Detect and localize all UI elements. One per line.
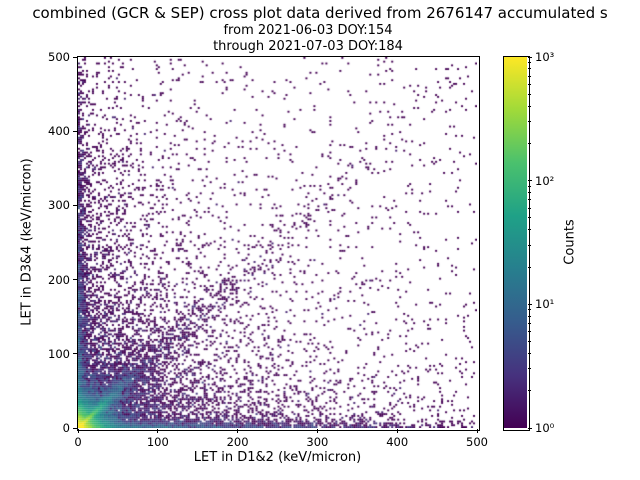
x-tick-label: 0 <box>74 435 82 449</box>
scatter-canvas <box>78 57 477 428</box>
figure-title: combined (GCR & SEP) cross plot data der… <box>32 4 608 22</box>
y-tick-label: 0 <box>62 421 70 435</box>
colorbar-minor-tick-mark <box>528 185 531 187</box>
x-tick-label: 300 <box>306 435 329 449</box>
x-tick-label: 200 <box>226 435 249 449</box>
colorbar-minor-tick-mark <box>528 142 531 144</box>
x-tick-mark <box>316 429 318 433</box>
x-tick-mark <box>396 429 398 433</box>
colorbar-minor-tick-mark <box>528 368 531 370</box>
colorbar-tick-mark <box>528 303 532 305</box>
colorbar-minor-tick-mark <box>528 207 531 209</box>
colorbar-tick-mark <box>528 427 532 429</box>
colorbar-minor-tick-mark <box>528 83 531 85</box>
colorbar-minor-tick-mark <box>528 62 531 64</box>
colorbar <box>503 56 530 431</box>
colorbar-minor-tick-mark <box>528 68 531 70</box>
colorbar-minor-tick-mark <box>528 75 531 77</box>
y-tick-label: 500 <box>48 50 70 64</box>
colorbar-minor-tick-mark <box>528 121 531 123</box>
colorbar-minor-tick-mark <box>528 331 531 333</box>
colorbar-minor-tick-mark <box>528 105 531 107</box>
colorbar-minor-tick-mark <box>528 390 531 392</box>
colorbar-minor-tick-mark <box>528 244 531 246</box>
colorbar-minor-tick-mark <box>528 322 531 324</box>
y-tick-mark <box>73 56 77 58</box>
y-axis-label: LET in D3&4 (keV/micron) <box>19 158 35 326</box>
subtitle-through: through 2021-07-03 DOY:184 <box>213 39 403 54</box>
x-tick-mark <box>157 429 159 433</box>
x-tick-mark <box>77 429 79 433</box>
colorbar-minor-tick-mark <box>528 192 531 194</box>
colorbar-tick-mark <box>528 180 532 182</box>
colorbar-minor-tick-mark <box>528 353 531 355</box>
y-tick-mark <box>73 427 77 429</box>
y-tick-mark <box>73 130 77 132</box>
colorbar-minor-tick-mark <box>528 217 531 219</box>
y-tick-label: 300 <box>48 198 70 213</box>
colorbar-tick-label: 10² <box>535 173 555 188</box>
x-tick-label: 400 <box>386 435 409 449</box>
subtitle-from: from 2021-06-03 DOY:154 <box>223 23 393 38</box>
colorbar-minor-tick-mark <box>528 315 531 317</box>
y-tick-label: 100 <box>48 346 70 361</box>
colorbar-minor-tick-mark <box>528 93 531 95</box>
y-tick-mark <box>73 279 77 281</box>
x-axis-label: LET in D1&2 (keV/micron) <box>193 450 362 465</box>
x-tick-label: 100 <box>146 435 169 449</box>
colorbar-tick-mark <box>528 56 532 58</box>
colorbar-tick-label: 10⁰ <box>535 421 555 435</box>
colorbar-label: Counts <box>562 219 578 265</box>
x-tick-mark <box>476 429 478 433</box>
plot-frame <box>77 56 480 431</box>
y-tick-mark <box>73 204 77 206</box>
y-tick-label: 400 <box>48 124 70 139</box>
y-tick-mark <box>73 353 77 355</box>
colorbar-tick-label: 10¹ <box>535 297 555 312</box>
colorbar-tick-label: 10³ <box>535 50 555 64</box>
colorbar-gradient <box>504 57 527 428</box>
x-tick-mark <box>237 429 239 433</box>
y-tick-label: 200 <box>48 272 70 287</box>
colorbar-minor-tick-mark <box>528 199 531 201</box>
colorbar-minor-tick-mark <box>528 309 531 311</box>
colorbar-minor-tick-mark <box>528 341 531 343</box>
colorbar-minor-tick-mark <box>528 266 531 268</box>
colorbar-minor-tick-mark <box>528 229 531 231</box>
x-tick-label: 500 <box>466 435 488 449</box>
